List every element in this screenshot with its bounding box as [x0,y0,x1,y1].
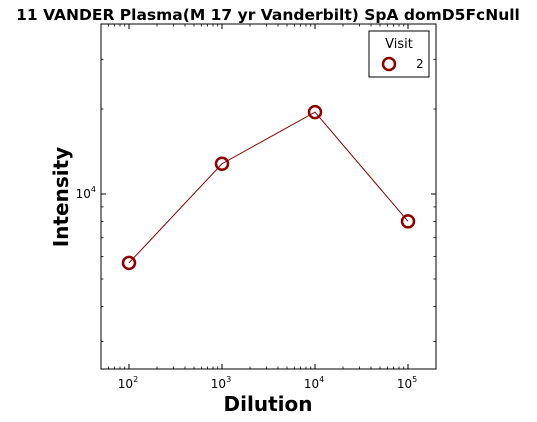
chart-title: 11 VANDER Plasma(M 17 yr Vanderbilt) SpA… [16,6,520,24]
x-tick-label: 102 [118,375,138,391]
x-tick-label: 103 [211,375,231,391]
data-point [307,104,323,120]
x-axis-ticks: 102 103 104 105 [118,24,417,391]
data-point [400,214,416,229]
y-axis-ticks: 104 [76,185,436,201]
minor-ticks [100,23,437,369]
legend-entry-label: 2 [416,57,424,71]
legend: Visit 2 [368,30,430,78]
series-points [121,104,416,271]
data-point [121,255,137,271]
x-tick-label: 104 [304,375,324,391]
y-axis-label: Intensity [49,147,73,247]
legend-title: Visit [385,37,413,52]
legend-marker [381,56,397,72]
x-tick-label: 105 [397,375,417,391]
y-tick-label: 104 [76,185,96,201]
series-line [128,111,409,264]
series-lines [128,111,409,264]
x-axis-label: Dilution [224,392,313,416]
data-point [214,156,230,171]
plot-area [100,23,437,370]
legend-box [368,30,430,78]
